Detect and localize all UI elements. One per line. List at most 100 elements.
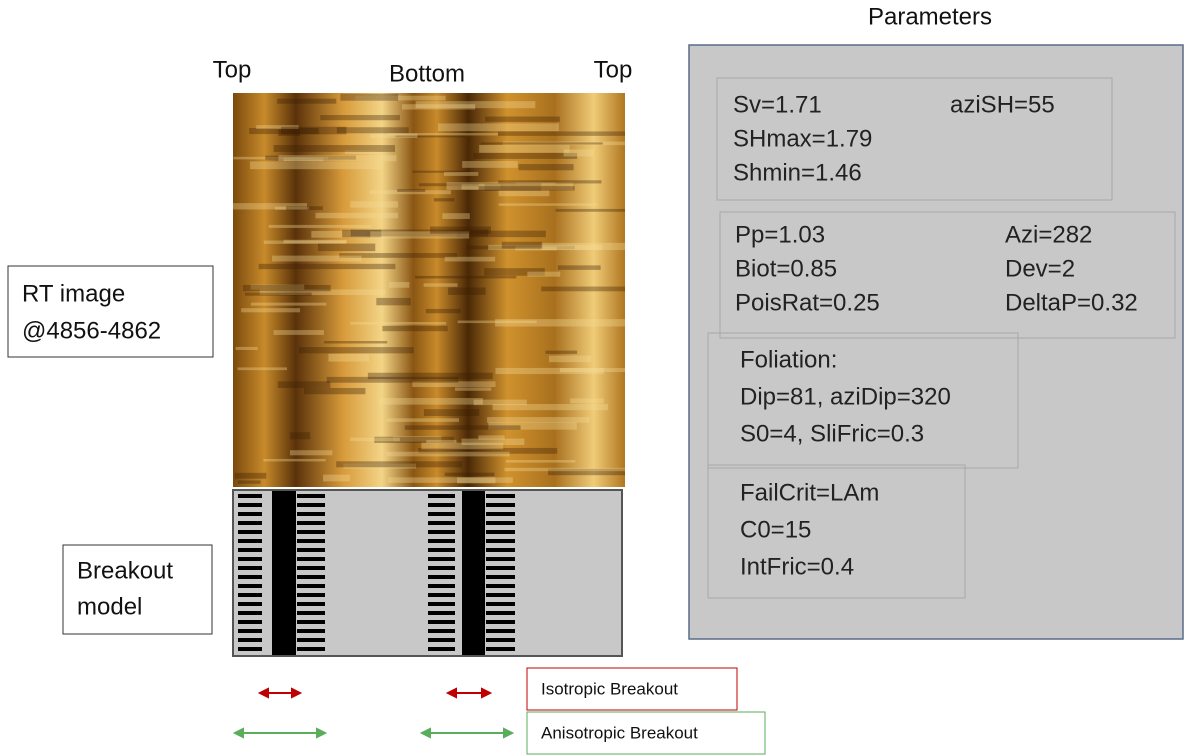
stripe	[486, 593, 515, 597]
streak	[481, 142, 603, 144]
streak	[502, 242, 542, 249]
stripe	[297, 602, 325, 606]
stripe	[428, 521, 455, 525]
streak	[499, 203, 598, 205]
streak	[278, 381, 330, 388]
streak	[479, 186, 575, 190]
parameter: S0=4, SliFric=0.3	[740, 420, 924, 447]
stripe	[486, 512, 515, 516]
streak	[274, 330, 324, 335]
streak	[238, 367, 287, 370]
streak	[241, 308, 300, 312]
anisotropic-arrows	[235, 729, 512, 737]
streak	[318, 244, 375, 252]
streak	[350, 201, 398, 207]
stripe	[238, 503, 262, 507]
side-label: model	[77, 593, 142, 620]
side-label: RT image	[22, 280, 125, 307]
stripe	[297, 638, 325, 642]
stripe	[238, 638, 262, 642]
stripe	[297, 647, 325, 651]
stripe	[238, 557, 262, 561]
legend-label: Isotropic Breakout	[541, 679, 678, 698]
streak	[430, 227, 491, 234]
parameter: C0=15	[740, 516, 811, 543]
stripe	[486, 647, 515, 651]
streak	[493, 404, 609, 410]
parameter: aziSH=55	[950, 91, 1055, 118]
stripe	[486, 575, 515, 579]
page: Parameters Top Bottom Top RT image @4856…	[0, 0, 1184, 756]
streak	[498, 131, 625, 135]
streak	[455, 387, 491, 390]
column-label: Top	[594, 56, 633, 83]
streak	[442, 213, 470, 219]
stripe	[486, 629, 515, 633]
stripe	[238, 521, 262, 525]
streak	[527, 272, 560, 277]
stripe	[297, 575, 325, 579]
stripe	[428, 503, 455, 507]
streak	[438, 123, 559, 131]
parameter: IntFric=0.4	[740, 553, 854, 580]
stripe	[428, 494, 455, 498]
streak	[541, 243, 625, 250]
parameter: Pp=1.03	[735, 221, 825, 248]
stripe	[297, 611, 325, 615]
stripe	[238, 539, 262, 543]
streak	[487, 417, 589, 423]
stripe	[428, 539, 455, 543]
stripe	[486, 548, 515, 552]
streak	[426, 309, 461, 313]
streak	[402, 104, 475, 109]
stripe	[428, 566, 455, 570]
parameter: Dev=2	[1005, 255, 1075, 282]
parameter: Azi=282	[1005, 221, 1092, 248]
stripe	[297, 539, 325, 543]
streak	[340, 94, 398, 101]
stripe	[428, 611, 455, 615]
streak	[350, 322, 446, 325]
streak	[376, 298, 410, 305]
streak	[499, 191, 550, 197]
parameter: Dip=81, aziDip=320	[740, 383, 951, 410]
side-label: Breakout	[77, 557, 173, 584]
parameter: Shmin=1.46	[733, 159, 862, 186]
streak	[415, 276, 516, 279]
streak	[263, 459, 325, 461]
streak	[269, 225, 371, 228]
legend-label: Anisotropic Breakout	[541, 723, 698, 742]
stripe	[486, 557, 515, 561]
stripe	[486, 611, 515, 615]
parameter: FailCrit=LAm	[740, 479, 879, 506]
streak	[386, 452, 510, 457]
streak	[327, 377, 459, 383]
column-label: Top	[213, 56, 252, 83]
streak	[448, 287, 486, 294]
parameters-title: Parameters	[868, 3, 992, 30]
stripe	[297, 548, 325, 552]
stripe	[238, 602, 262, 606]
stripe	[297, 593, 325, 597]
stripe	[297, 521, 325, 525]
stripe	[297, 512, 325, 516]
stripe	[428, 638, 455, 642]
streak	[251, 303, 327, 306]
streak	[495, 368, 603, 374]
stripe	[428, 593, 455, 597]
streak	[558, 265, 601, 270]
parameter: DeltaP=0.32	[1005, 289, 1138, 316]
stripe	[238, 629, 262, 633]
parameter: Sv=1.71	[733, 91, 822, 118]
stripe	[428, 620, 455, 624]
stripe	[428, 602, 455, 606]
stripe	[297, 566, 325, 570]
stripe	[297, 620, 325, 624]
streak	[445, 257, 496, 262]
streak	[243, 285, 331, 291]
stripe	[428, 584, 455, 588]
stripe	[486, 503, 515, 507]
stripe	[238, 620, 262, 624]
stripe	[428, 575, 455, 579]
streak	[290, 450, 332, 455]
